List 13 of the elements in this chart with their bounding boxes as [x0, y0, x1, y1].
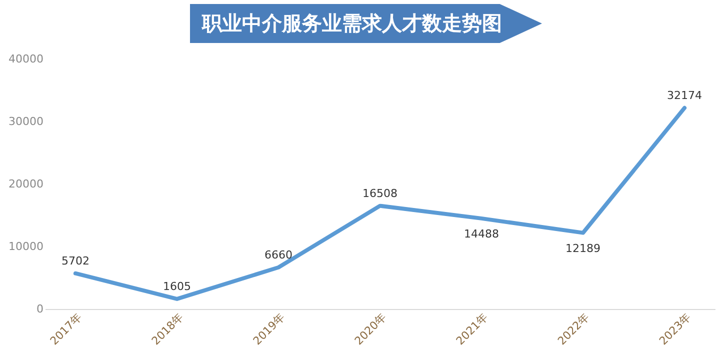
data-label: 1605 — [162, 280, 191, 293]
data-label: 12189 — [566, 242, 601, 255]
y-tick-label: 10000 — [8, 240, 44, 253]
data-label: 6660 — [264, 248, 292, 262]
y-tick-label: 30000 — [8, 115, 44, 128]
y-tick-label: 0 — [36, 302, 44, 316]
chart-title: 职业中介服务业需求人才数走势图 — [190, 4, 542, 43]
data-label: 5702 — [61, 254, 90, 268]
y-tick-label: 20000 — [8, 178, 44, 190]
data-label: 16508 — [362, 186, 398, 200]
data-label: 32174 — [667, 88, 702, 102]
y-tick-label: 40000 — [8, 52, 44, 66]
data-label: 14488 — [464, 227, 500, 240]
